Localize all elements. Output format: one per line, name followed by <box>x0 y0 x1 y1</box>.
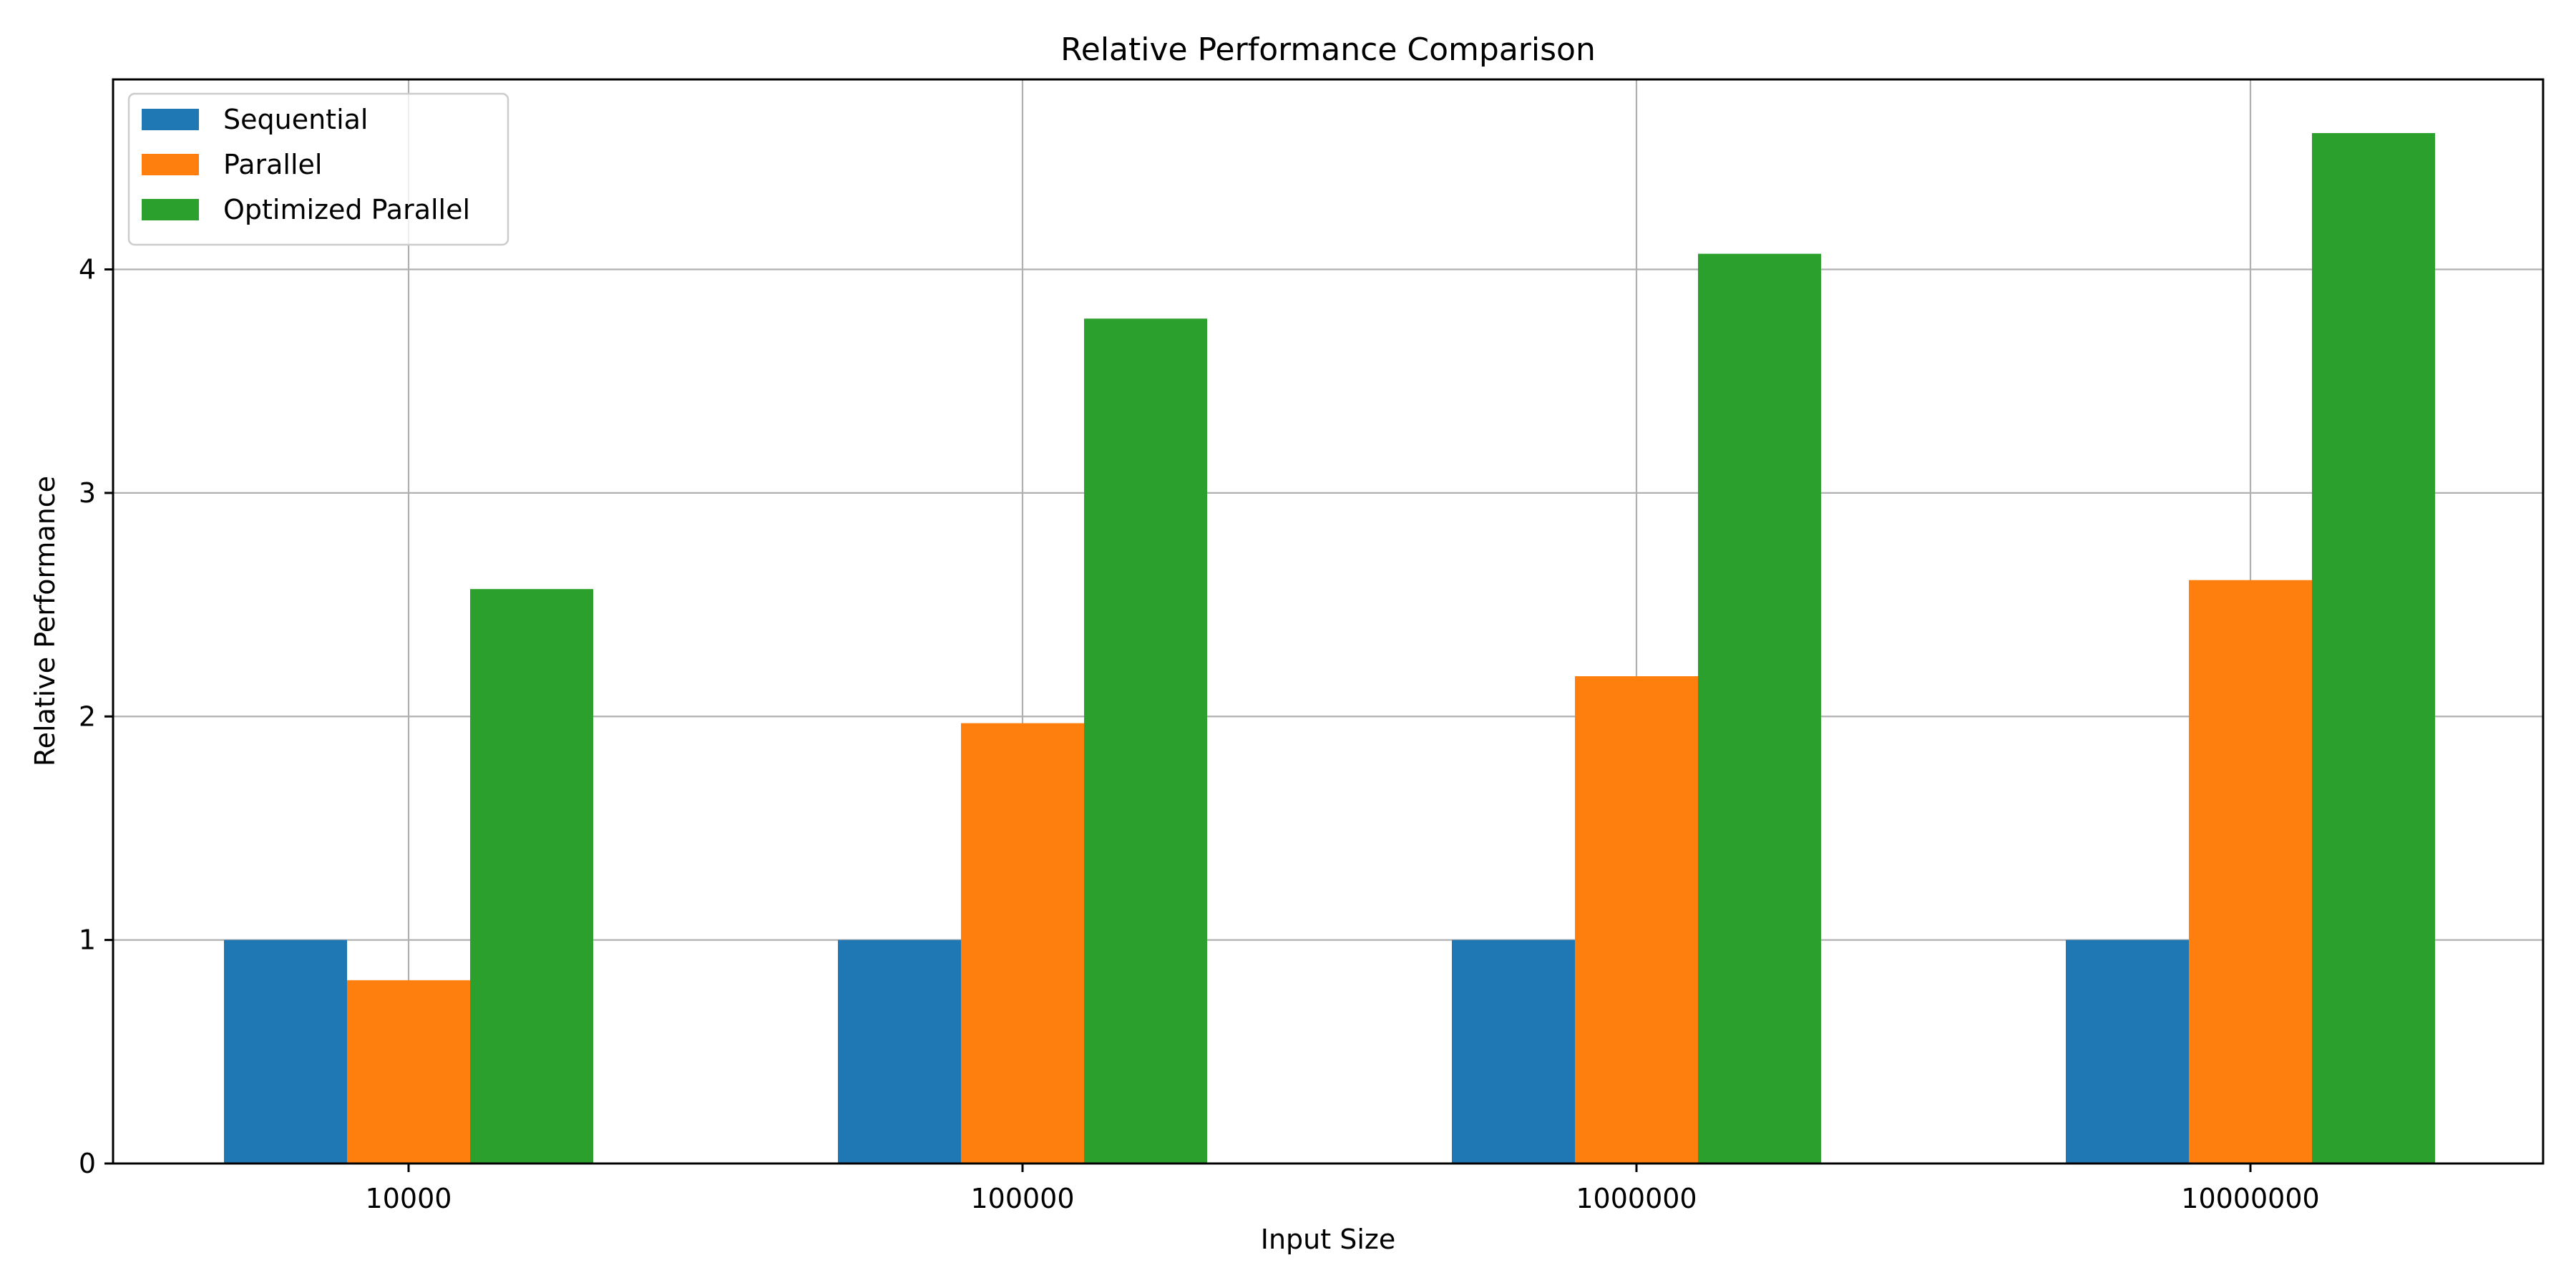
bar-optimized-parallel <box>2312 132 2435 1163</box>
legend-swatch <box>142 199 199 220</box>
bar-parallel <box>2189 580 2312 1163</box>
legend-swatch <box>142 154 199 175</box>
axis-ticks <box>104 268 2252 1172</box>
bar-parallel <box>1575 676 1698 1163</box>
bar-sequential <box>1452 940 1575 1163</box>
plot-area-frame <box>112 78 2545 1165</box>
y-tick-labels: 0 1 2 3 4 <box>79 254 96 1179</box>
bar-sequential <box>224 940 347 1163</box>
legend-swatch <box>142 109 199 130</box>
y-tick-label: 3 <box>79 477 96 509</box>
legend-label: Optimized Parallel <box>223 194 470 225</box>
y-tick-label: 4 <box>79 254 96 286</box>
legend-label: Parallel <box>223 149 322 180</box>
y-tick-label: 0 <box>79 1148 96 1179</box>
legend-label: Sequential <box>223 104 368 135</box>
bar-optimized-parallel <box>470 589 593 1163</box>
chart-title: Relative Performance Comparison <box>1060 31 1596 68</box>
x-tick-label: 10000000 <box>2181 1183 2319 1214</box>
y-tick-label: 2 <box>79 701 96 732</box>
x-tick-labels: 10000 100000 1000000 10000000 <box>366 1183 2320 1214</box>
bar-sequential <box>838 940 961 1163</box>
bar-optimized-parallel <box>1698 253 1821 1164</box>
bars <box>224 132 2435 1164</box>
legend-frame <box>127 92 509 246</box>
x-tick-label: 10000 <box>366 1183 452 1214</box>
legend: Sequential Parallel Optimized Parallel <box>127 92 509 246</box>
bar-parallel <box>961 723 1084 1163</box>
y-axis-label: Relative Performance <box>29 476 61 766</box>
x-tick-label: 100000 <box>970 1183 1074 1214</box>
y-tick-label: 1 <box>79 924 96 956</box>
x-tick-label: 1000000 <box>1576 1183 1697 1214</box>
x-axis-label: Input Size <box>1261 1224 1395 1255</box>
bar-sequential <box>2066 940 2189 1163</box>
bar-parallel <box>347 980 470 1163</box>
bar-optimized-parallel <box>1084 318 1207 1164</box>
